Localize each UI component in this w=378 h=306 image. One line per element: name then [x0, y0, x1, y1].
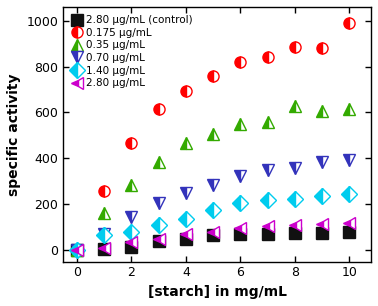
2.80 μg/mL: [184, 232, 188, 236]
2.80 μg/mL: [320, 222, 324, 226]
2.80 μg/mL (control): [293, 231, 297, 235]
0.35 μg/mL: [347, 107, 352, 111]
0.70 μg/mL: [156, 201, 161, 205]
1.40 μg/mL: [265, 198, 270, 202]
2.80 μg/mL: [156, 237, 161, 241]
0.35 μg/mL: [129, 183, 133, 187]
2.80 μg/mL: [74, 248, 79, 252]
2.80 μg/mL: [238, 226, 243, 230]
2.80 μg/mL: [211, 230, 215, 234]
1.40 μg/mL: [238, 201, 243, 205]
0.175 μg/mL: [320, 47, 324, 50]
0.175 μg/mL: [156, 107, 161, 111]
0.175 μg/mL: [211, 74, 215, 78]
0.35 μg/mL: [211, 132, 215, 136]
2.80 μg/mL (control): [184, 237, 188, 241]
1.40 μg/mL: [347, 192, 352, 196]
1.40 μg/mL: [320, 194, 324, 198]
1.40 μg/mL: [102, 233, 106, 237]
0.35 μg/mL: [102, 212, 106, 215]
0.70 μg/mL: [293, 166, 297, 170]
1.40 μg/mL: [156, 223, 161, 227]
Line: 0.35 μg/mL: 0.35 μg/mL: [71, 100, 355, 256]
0.70 μg/mL: [265, 168, 270, 172]
Line: 1.40 μg/mL: 1.40 μg/mL: [71, 188, 355, 256]
0.175 μg/mL: [265, 56, 270, 59]
2.80 μg/mL (control): [265, 232, 270, 236]
0.70 μg/mL: [184, 191, 188, 195]
2.80 μg/mL: [293, 223, 297, 227]
1.40 μg/mL: [211, 208, 215, 212]
2.80 μg/mL (control): [211, 233, 215, 237]
0.35 μg/mL: [238, 122, 243, 126]
2.80 μg/mL (control): [156, 239, 161, 243]
Line: 0.70 μg/mL: 0.70 μg/mL: [71, 154, 355, 256]
0.70 μg/mL: [320, 160, 324, 164]
Line: 0.175 μg/mL: 0.175 μg/mL: [71, 17, 355, 256]
0.70 μg/mL: [102, 232, 106, 236]
Line: 2.80 μg/mL (control): 2.80 μg/mL (control): [71, 226, 355, 256]
0.70 μg/mL: [238, 174, 243, 177]
0.35 μg/mL: [320, 110, 324, 113]
Line: 2.80 μg/mL: 2.80 μg/mL: [71, 217, 355, 256]
0.175 μg/mL: [129, 142, 133, 145]
1.40 μg/mL: [129, 230, 133, 234]
0.70 μg/mL: [347, 158, 352, 161]
0.70 μg/mL: [211, 183, 215, 187]
2.80 μg/mL (control): [320, 231, 324, 235]
0.175 μg/mL: [238, 60, 243, 64]
0.70 μg/mL: [74, 248, 79, 252]
2.80 μg/mL (control): [74, 248, 79, 252]
2.80 μg/mL (control): [238, 232, 243, 236]
X-axis label: [starch] in mg/mL: [starch] in mg/mL: [148, 285, 287, 299]
0.175 μg/mL: [74, 248, 79, 252]
2.80 μg/mL (control): [129, 245, 133, 248]
2.80 μg/mL: [129, 240, 133, 244]
0.35 μg/mL: [293, 104, 297, 107]
0.175 μg/mL: [184, 89, 188, 92]
2.80 μg/mL (control): [102, 247, 106, 251]
2.80 μg/mL: [102, 246, 106, 250]
0.35 μg/mL: [265, 120, 270, 124]
Legend: 2.80 μg/mL (control), 0.175 μg/mL, 0.35 μg/mL, 0.70 μg/mL, 1.40 μg/mL, 2.80 μg/m: 2.80 μg/mL (control), 0.175 μg/mL, 0.35 …: [68, 12, 196, 91]
0.35 μg/mL: [184, 142, 188, 145]
2.80 μg/mL (control): [347, 230, 352, 234]
0.175 μg/mL: [293, 45, 297, 49]
1.40 μg/mL: [184, 217, 188, 221]
0.175 μg/mL: [102, 189, 106, 192]
0.35 μg/mL: [74, 248, 79, 252]
2.80 μg/mL: [265, 224, 270, 228]
0.175 μg/mL: [347, 21, 352, 25]
2.80 μg/mL: [347, 221, 352, 225]
Y-axis label: specific activity: specific activity: [7, 73, 21, 196]
1.40 μg/mL: [293, 197, 297, 200]
1.40 μg/mL: [74, 248, 79, 252]
0.35 μg/mL: [156, 160, 161, 164]
0.70 μg/mL: [129, 215, 133, 219]
